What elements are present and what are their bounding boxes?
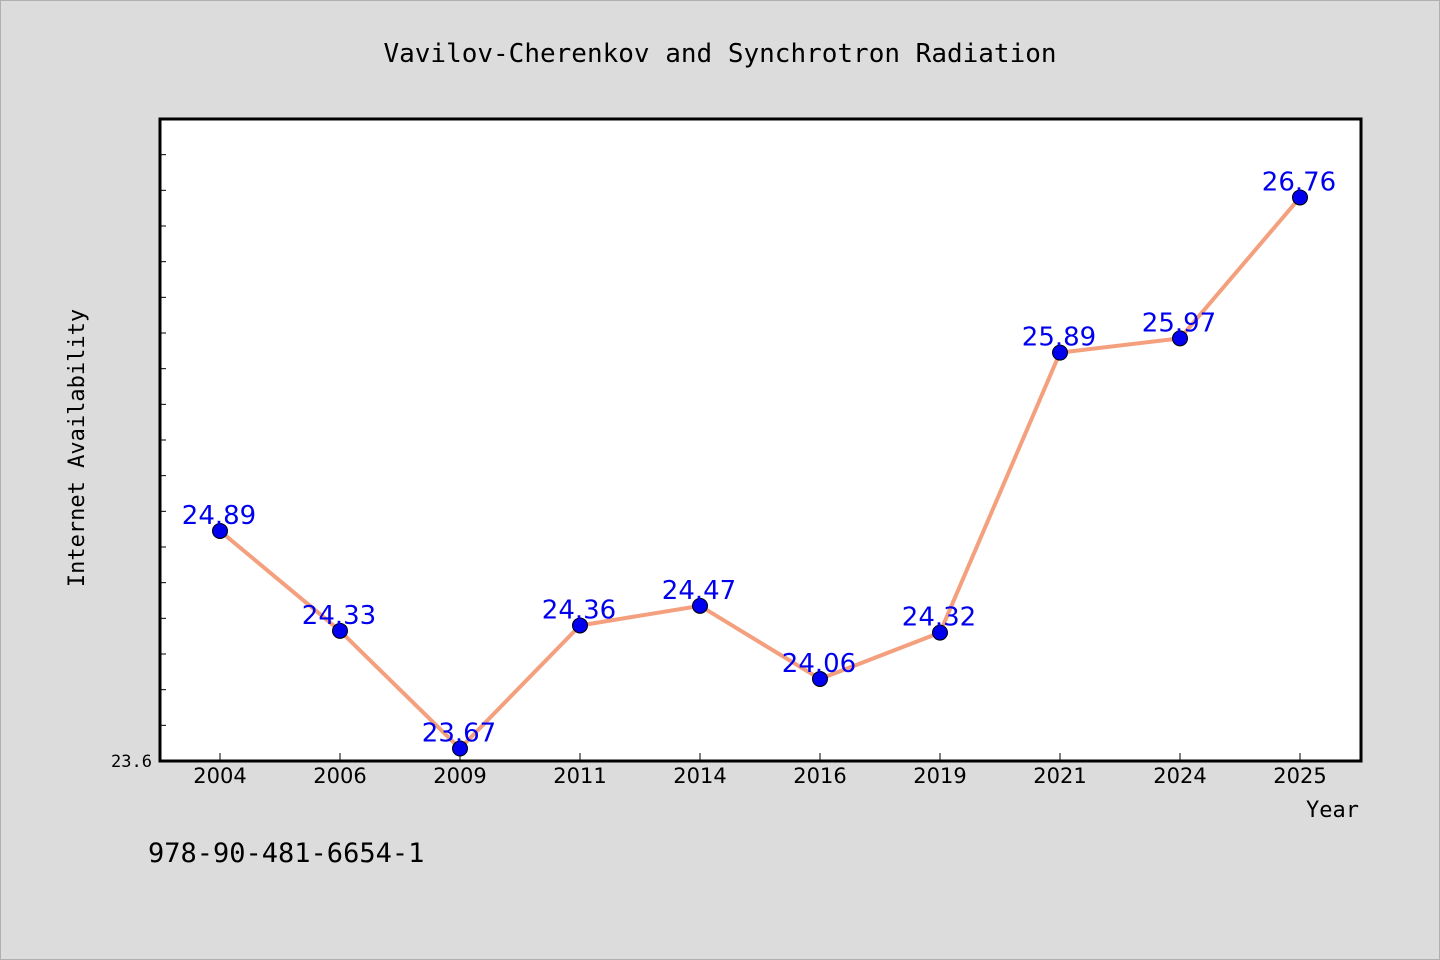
series-line: [218, 195, 1302, 751]
x-tick-label: 2011: [553, 764, 606, 788]
x-tick-label: 2025: [1273, 764, 1326, 788]
x-axis-label: Year: [1306, 798, 1359, 823]
data-label: 25.89: [1022, 323, 1096, 353]
data-point: [572, 617, 588, 634]
data-point: [932, 624, 948, 641]
x-tick-label: 2021: [1033, 764, 1086, 788]
data-point: [1292, 189, 1308, 206]
data-point: [452, 740, 468, 757]
data-point: [332, 622, 348, 639]
y-axis-label: Internet Availability: [65, 309, 90, 587]
x-tick-label: 2019: [913, 764, 966, 788]
data-label: 24.06: [782, 649, 856, 679]
x-tick-label: 2004: [193, 764, 246, 788]
chart-title: Vavilov-Cherenkov and Synchrotron Radiat…: [383, 39, 1056, 69]
x-axis-ticks: 2004 2006 2009 2011 2014 2016 2019 2021 2024 2025: [193, 753, 1327, 788]
data-label: 23.67: [422, 719, 496, 749]
data-point: [812, 670, 828, 687]
data-label: 24.33: [302, 601, 376, 631]
data-label: 24.36: [542, 595, 616, 625]
x-tick-label: 2016: [793, 764, 846, 788]
data-label: 24.47: [662, 576, 736, 606]
data-label-layer: 24.89 24.33 23.67 24.36 24.47 24.06 24.32 25.89…: [182, 167, 1336, 748]
data-label: 24.89: [182, 501, 256, 531]
isbn-text: 978-90-481-6654-1: [148, 838, 424, 869]
plot-frame: [158, 117, 1363, 763]
x-tick-label: 2006: [313, 764, 366, 788]
data-point: [1172, 330, 1188, 347]
data-point: [692, 597, 708, 614]
data-point: [1052, 344, 1068, 361]
data-label: 24.32: [902, 603, 976, 633]
plot-area: [160, 119, 1361, 761]
series-marker-layer: [212, 189, 1308, 757]
data-label: 25.97: [1142, 308, 1216, 338]
data-point: [212, 522, 228, 539]
x-tick-label: 2014: [673, 764, 726, 788]
series-line-layer: [218, 195, 1302, 751]
y-tick-label: 23.6: [111, 752, 152, 772]
data-label: 26.76: [1262, 167, 1336, 197]
x-tick-label: 2024: [1153, 764, 1206, 788]
x-tick-label: 2009: [433, 764, 486, 788]
